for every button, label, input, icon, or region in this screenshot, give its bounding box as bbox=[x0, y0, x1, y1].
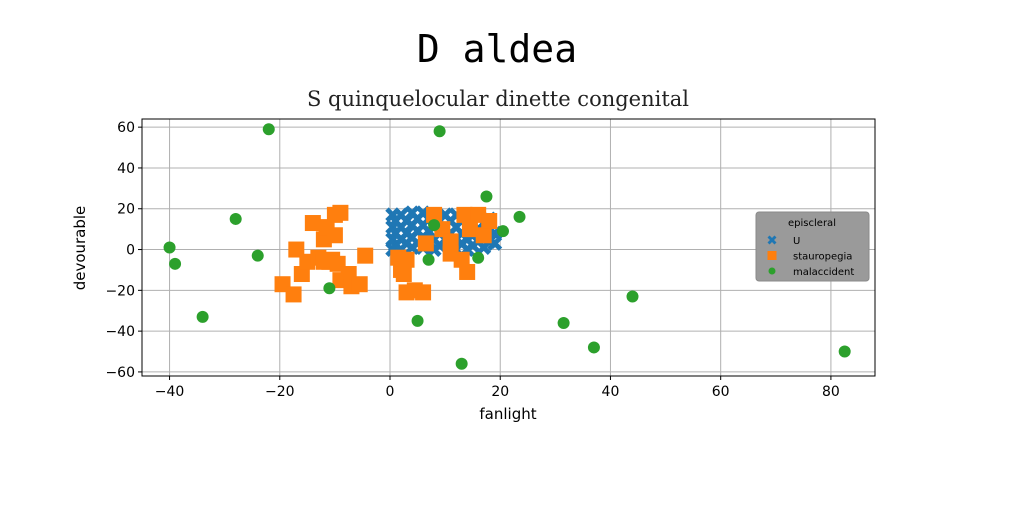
legend-marker bbox=[767, 235, 777, 245]
data-point bbox=[426, 206, 443, 223]
data-point bbox=[442, 233, 459, 250]
x-tick-label: −40 bbox=[155, 384, 185, 400]
data-point bbox=[411, 314, 424, 327]
data-point bbox=[433, 125, 446, 138]
y-tick-label: −40 bbox=[105, 324, 135, 340]
data-point bbox=[169, 257, 182, 270]
legend-label: U bbox=[793, 236, 800, 247]
data-point bbox=[417, 235, 434, 252]
data-point bbox=[251, 249, 264, 262]
x-tick-label: 20 bbox=[491, 384, 509, 400]
x-axis-label: fanlight bbox=[479, 405, 536, 423]
data-point bbox=[459, 263, 476, 280]
data-point bbox=[351, 276, 368, 293]
data-marks bbox=[163, 123, 851, 370]
x-axis-ticks: −40 −20 0 20 40 60 80 bbox=[155, 376, 840, 400]
chart-subtitle: S quinquelocular dinette congenital bbox=[307, 87, 689, 111]
data-point bbox=[398, 251, 415, 268]
data-point bbox=[415, 284, 432, 301]
data-point bbox=[428, 219, 441, 232]
data-point bbox=[422, 253, 435, 266]
chart-title: D aldea bbox=[417, 27, 577, 71]
data-point bbox=[587, 341, 600, 354]
data-point bbox=[481, 212, 498, 229]
legend-marker bbox=[768, 267, 776, 275]
data-point bbox=[838, 345, 851, 358]
plot-background bbox=[142, 119, 875, 376]
y-tick-label: 20 bbox=[117, 202, 135, 218]
y-axis-ticks: −60 −40 −20 0 20 40 60 bbox=[105, 120, 142, 381]
x-tick-label: 0 bbox=[386, 384, 395, 400]
legend-box bbox=[755, 211, 870, 282]
data-point bbox=[229, 212, 242, 225]
legend-label: malaccident bbox=[793, 267, 854, 278]
data-point bbox=[626, 290, 639, 303]
y-axis-label: devourable bbox=[71, 206, 89, 291]
plot-frame bbox=[141, 118, 876, 377]
data-point bbox=[357, 247, 374, 264]
data-point bbox=[196, 310, 209, 323]
legend-marker bbox=[767, 251, 777, 260]
data-point bbox=[285, 286, 302, 303]
y-tick-label: 0 bbox=[126, 243, 135, 259]
data-point bbox=[513, 210, 526, 223]
data-point bbox=[395, 266, 412, 283]
data-point bbox=[293, 266, 310, 283]
data-point bbox=[455, 357, 468, 370]
data-point bbox=[456, 206, 473, 223]
x-tick-label: 60 bbox=[712, 384, 730, 400]
y-tick-label: −60 bbox=[105, 365, 135, 381]
data-point bbox=[332, 204, 349, 221]
data-point bbox=[453, 251, 470, 268]
data-point bbox=[475, 227, 492, 244]
x-tick-label: 80 bbox=[822, 384, 840, 400]
legend-label: stauropegia bbox=[793, 252, 852, 263]
plot-area bbox=[141, 118, 876, 377]
data-point bbox=[480, 190, 493, 203]
data-point bbox=[288, 241, 305, 258]
x-tick-label: −20 bbox=[265, 384, 295, 400]
data-point bbox=[472, 251, 485, 264]
data-point bbox=[262, 123, 275, 136]
x-tick-label: 40 bbox=[602, 384, 620, 400]
y-tick-label: 60 bbox=[117, 120, 135, 136]
series-malaccident bbox=[163, 123, 851, 370]
data-point bbox=[461, 221, 478, 238]
data-point bbox=[496, 225, 509, 238]
series-stauropegia bbox=[274, 204, 498, 303]
data-point bbox=[326, 227, 343, 244]
y-tick-label: 40 bbox=[117, 161, 135, 177]
data-point bbox=[163, 241, 176, 254]
y-tick-label: −20 bbox=[105, 283, 135, 299]
data-point bbox=[323, 282, 336, 295]
data-point bbox=[304, 215, 321, 232]
data-point bbox=[557, 316, 570, 329]
legend-title: episcleral bbox=[788, 218, 836, 229]
